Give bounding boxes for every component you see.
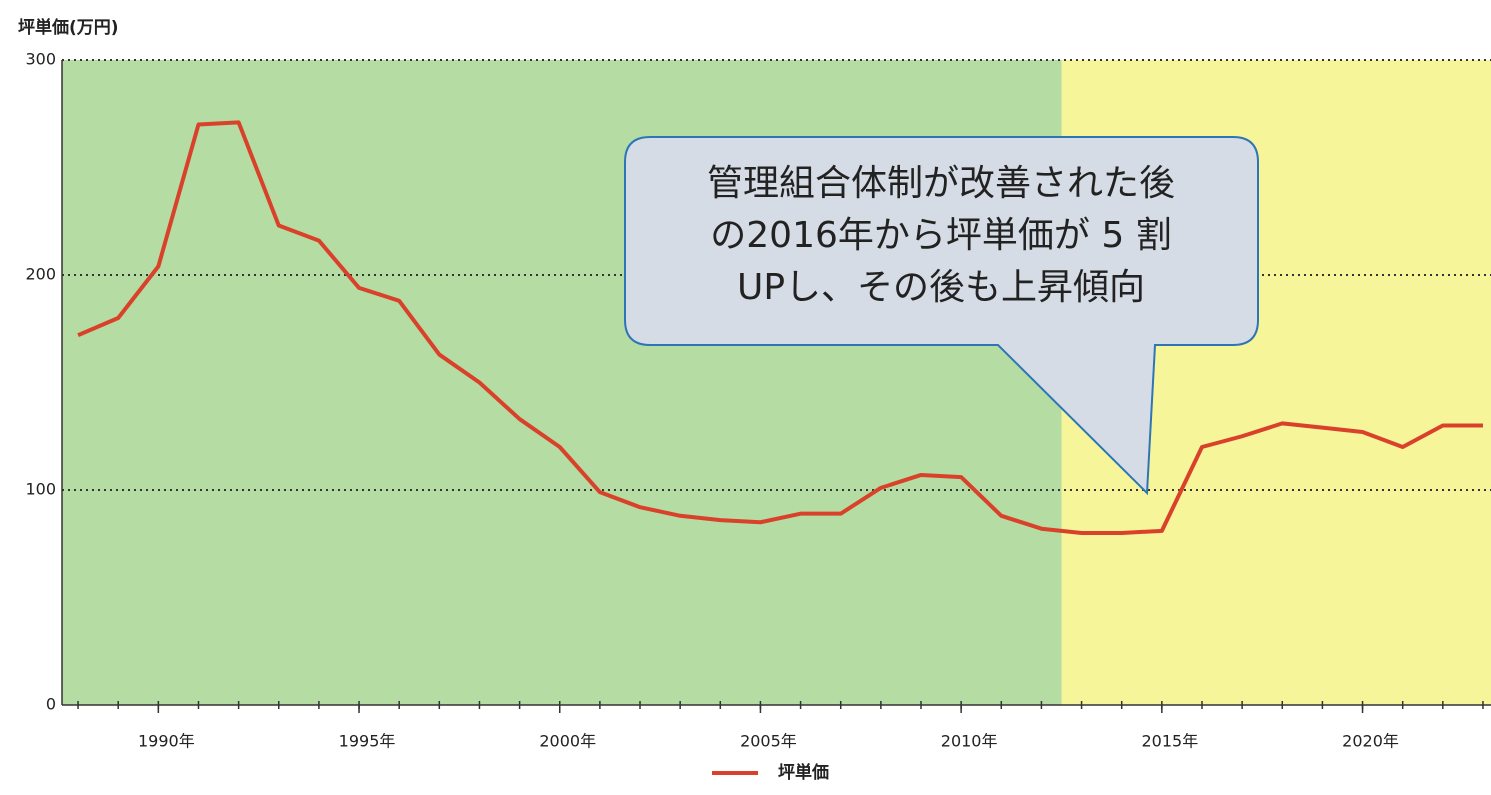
callout-text: の2016年から坪単価が 5 割 (710, 215, 1171, 256)
x-tick-label: 2000年 (539, 732, 596, 751)
callout-text: 管理組合体制が改善された後 (707, 163, 1175, 204)
legend-label: 坪単価 (778, 762, 829, 783)
callout-text: UPし、その後も上昇傾向 (737, 267, 1145, 308)
x-tick-label: 1995年 (339, 732, 396, 751)
data-line (77, 120, 1483, 535)
y-tick-label: 100 (25, 480, 56, 499)
x-tick-label: 1990年 (138, 732, 195, 751)
y-axis-label: 坪単価(万円) (18, 17, 119, 38)
x-tick-label: 2005年 (740, 732, 797, 751)
x-tick-label: 2010年 (941, 732, 998, 751)
y-tick-label: 200 (25, 265, 56, 284)
x-tick-label: 2015年 (1141, 732, 1198, 751)
y-tick-label: 0 (46, 695, 56, 714)
y-tick-label: 300 (25, 50, 56, 69)
callout (624, 136, 1259, 496)
x-tick-label: 2020年 (1342, 732, 1399, 751)
